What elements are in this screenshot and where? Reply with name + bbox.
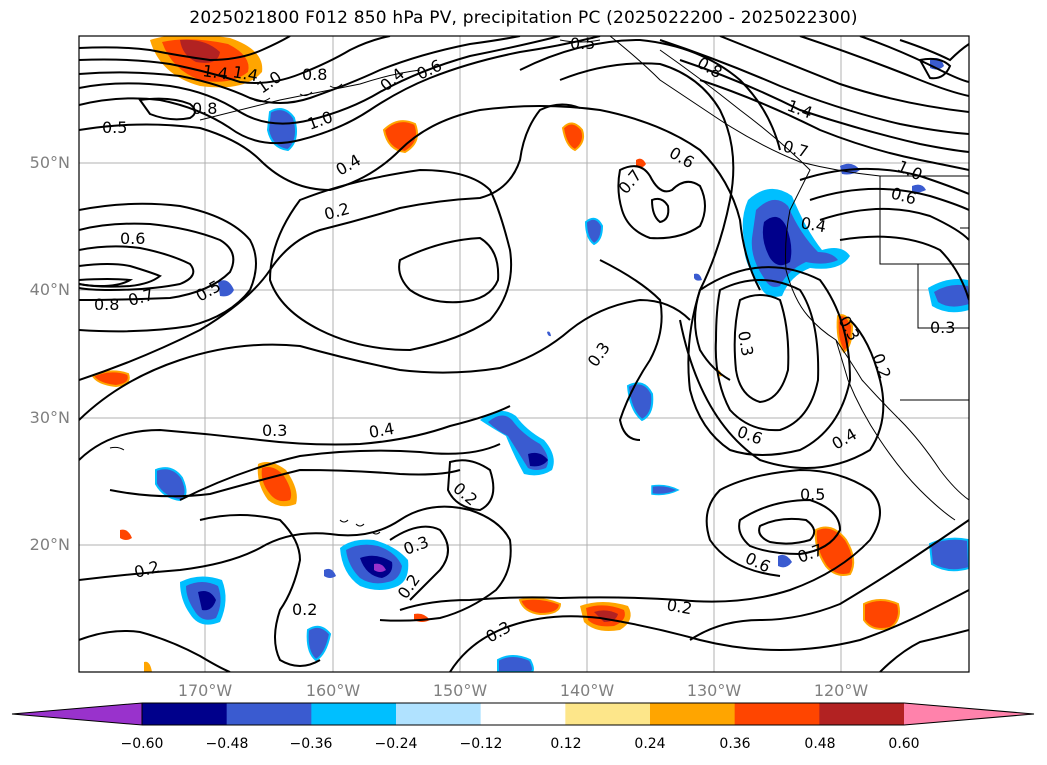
colorbar-swatch [12, 703, 142, 725]
colorbar-swatch [819, 703, 905, 725]
contour-label: 0.8 [94, 295, 119, 314]
contour-label: 1.4 [201, 61, 229, 83]
colorbar-tick-label: −0.60 [120, 736, 164, 752]
contour-label: 0.2 [292, 600, 317, 619]
lon-label: 170°W [177, 681, 233, 700]
lon-label: 140°W [559, 681, 615, 700]
contour-label: 0.3 [734, 329, 757, 357]
contour-label: 0.3 [584, 339, 614, 371]
contour-label: 0.7 [781, 137, 811, 162]
contour-label: 1.4 [785, 96, 815, 123]
contour-label: 0.5 [570, 34, 595, 53]
contour-label: 0.6 [120, 229, 145, 248]
contour-label: 0.5 [800, 485, 825, 504]
contour-label: 0.3 [401, 532, 431, 559]
contour-label: 0.4 [367, 419, 395, 442]
contour-label: 0.2 [665, 595, 693, 618]
colorbar-tick-label: 0.36 [719, 736, 751, 752]
contour-label: 0.2 [132, 557, 162, 582]
contour-label: 0.4 [333, 150, 365, 179]
colorbar-tick-label: −0.24 [374, 736, 418, 752]
colorbar-swatch [480, 703, 566, 725]
colorbar-swatch [311, 703, 397, 725]
colorbar-swatch [650, 703, 736, 725]
contour-label: 0.6 [414, 56, 445, 84]
contour-label: 0.4 [799, 213, 827, 236]
colorbar-tick-label: 0.60 [888, 736, 920, 752]
contour-label: 0.5 [102, 118, 127, 137]
lat-label: 30°N [29, 408, 70, 427]
colorbar-swatch [565, 703, 651, 725]
colorbar [11, 702, 1035, 726]
colorbar-swatch [396, 703, 482, 725]
colorbar-tick-label: −0.48 [205, 736, 249, 752]
lon-label: 120°W [813, 681, 869, 700]
map-frame [78, 35, 970, 673]
contour-label: 0.6 [742, 548, 773, 576]
contour-label: 0.3 [930, 318, 955, 337]
lon-label: 150°W [432, 681, 488, 700]
pv-contours [79, 36, 969, 672]
lat-label: 50°N [29, 153, 70, 172]
contour-label: 1.4 [231, 62, 259, 85]
contour-label: 0.8 [302, 65, 327, 84]
figure-title: 2025021800 F012 850 hPa PV, precipitatio… [189, 8, 858, 28]
colorbar-tick-label: 0.24 [634, 736, 666, 752]
coastlines [109, 36, 969, 535]
precip-shading [91, 36, 969, 672]
colorbar-tick-label: −0.36 [289, 736, 333, 752]
contour-label: 0.4 [829, 424, 861, 453]
lon-label: 160°W [305, 681, 361, 700]
colorbar-swatch [734, 703, 820, 725]
colorbar-tick-label: −0.12 [459, 736, 503, 752]
colorbar-swatch [904, 703, 1034, 725]
colorbar-tick-label: 0.48 [804, 736, 836, 752]
lat-label: 40°N [29, 280, 70, 299]
contour-label: 0.3 [262, 421, 287, 440]
contour-label: 0.8 [192, 99, 217, 118]
contour-label: 0.2 [322, 199, 352, 224]
colorbar-swatch [226, 703, 312, 725]
colorbar-swatch [142, 703, 228, 725]
contour-label: 0.2 [449, 479, 481, 510]
lon-label: 130°W [686, 681, 742, 700]
contour-label: 0.2 [868, 351, 895, 381]
contour-label: 0.6 [666, 143, 698, 172]
contour-label: 0.3 [483, 617, 515, 646]
lat-label: 20°N [29, 535, 70, 554]
colorbar-tick-label: 0.12 [550, 736, 582, 752]
